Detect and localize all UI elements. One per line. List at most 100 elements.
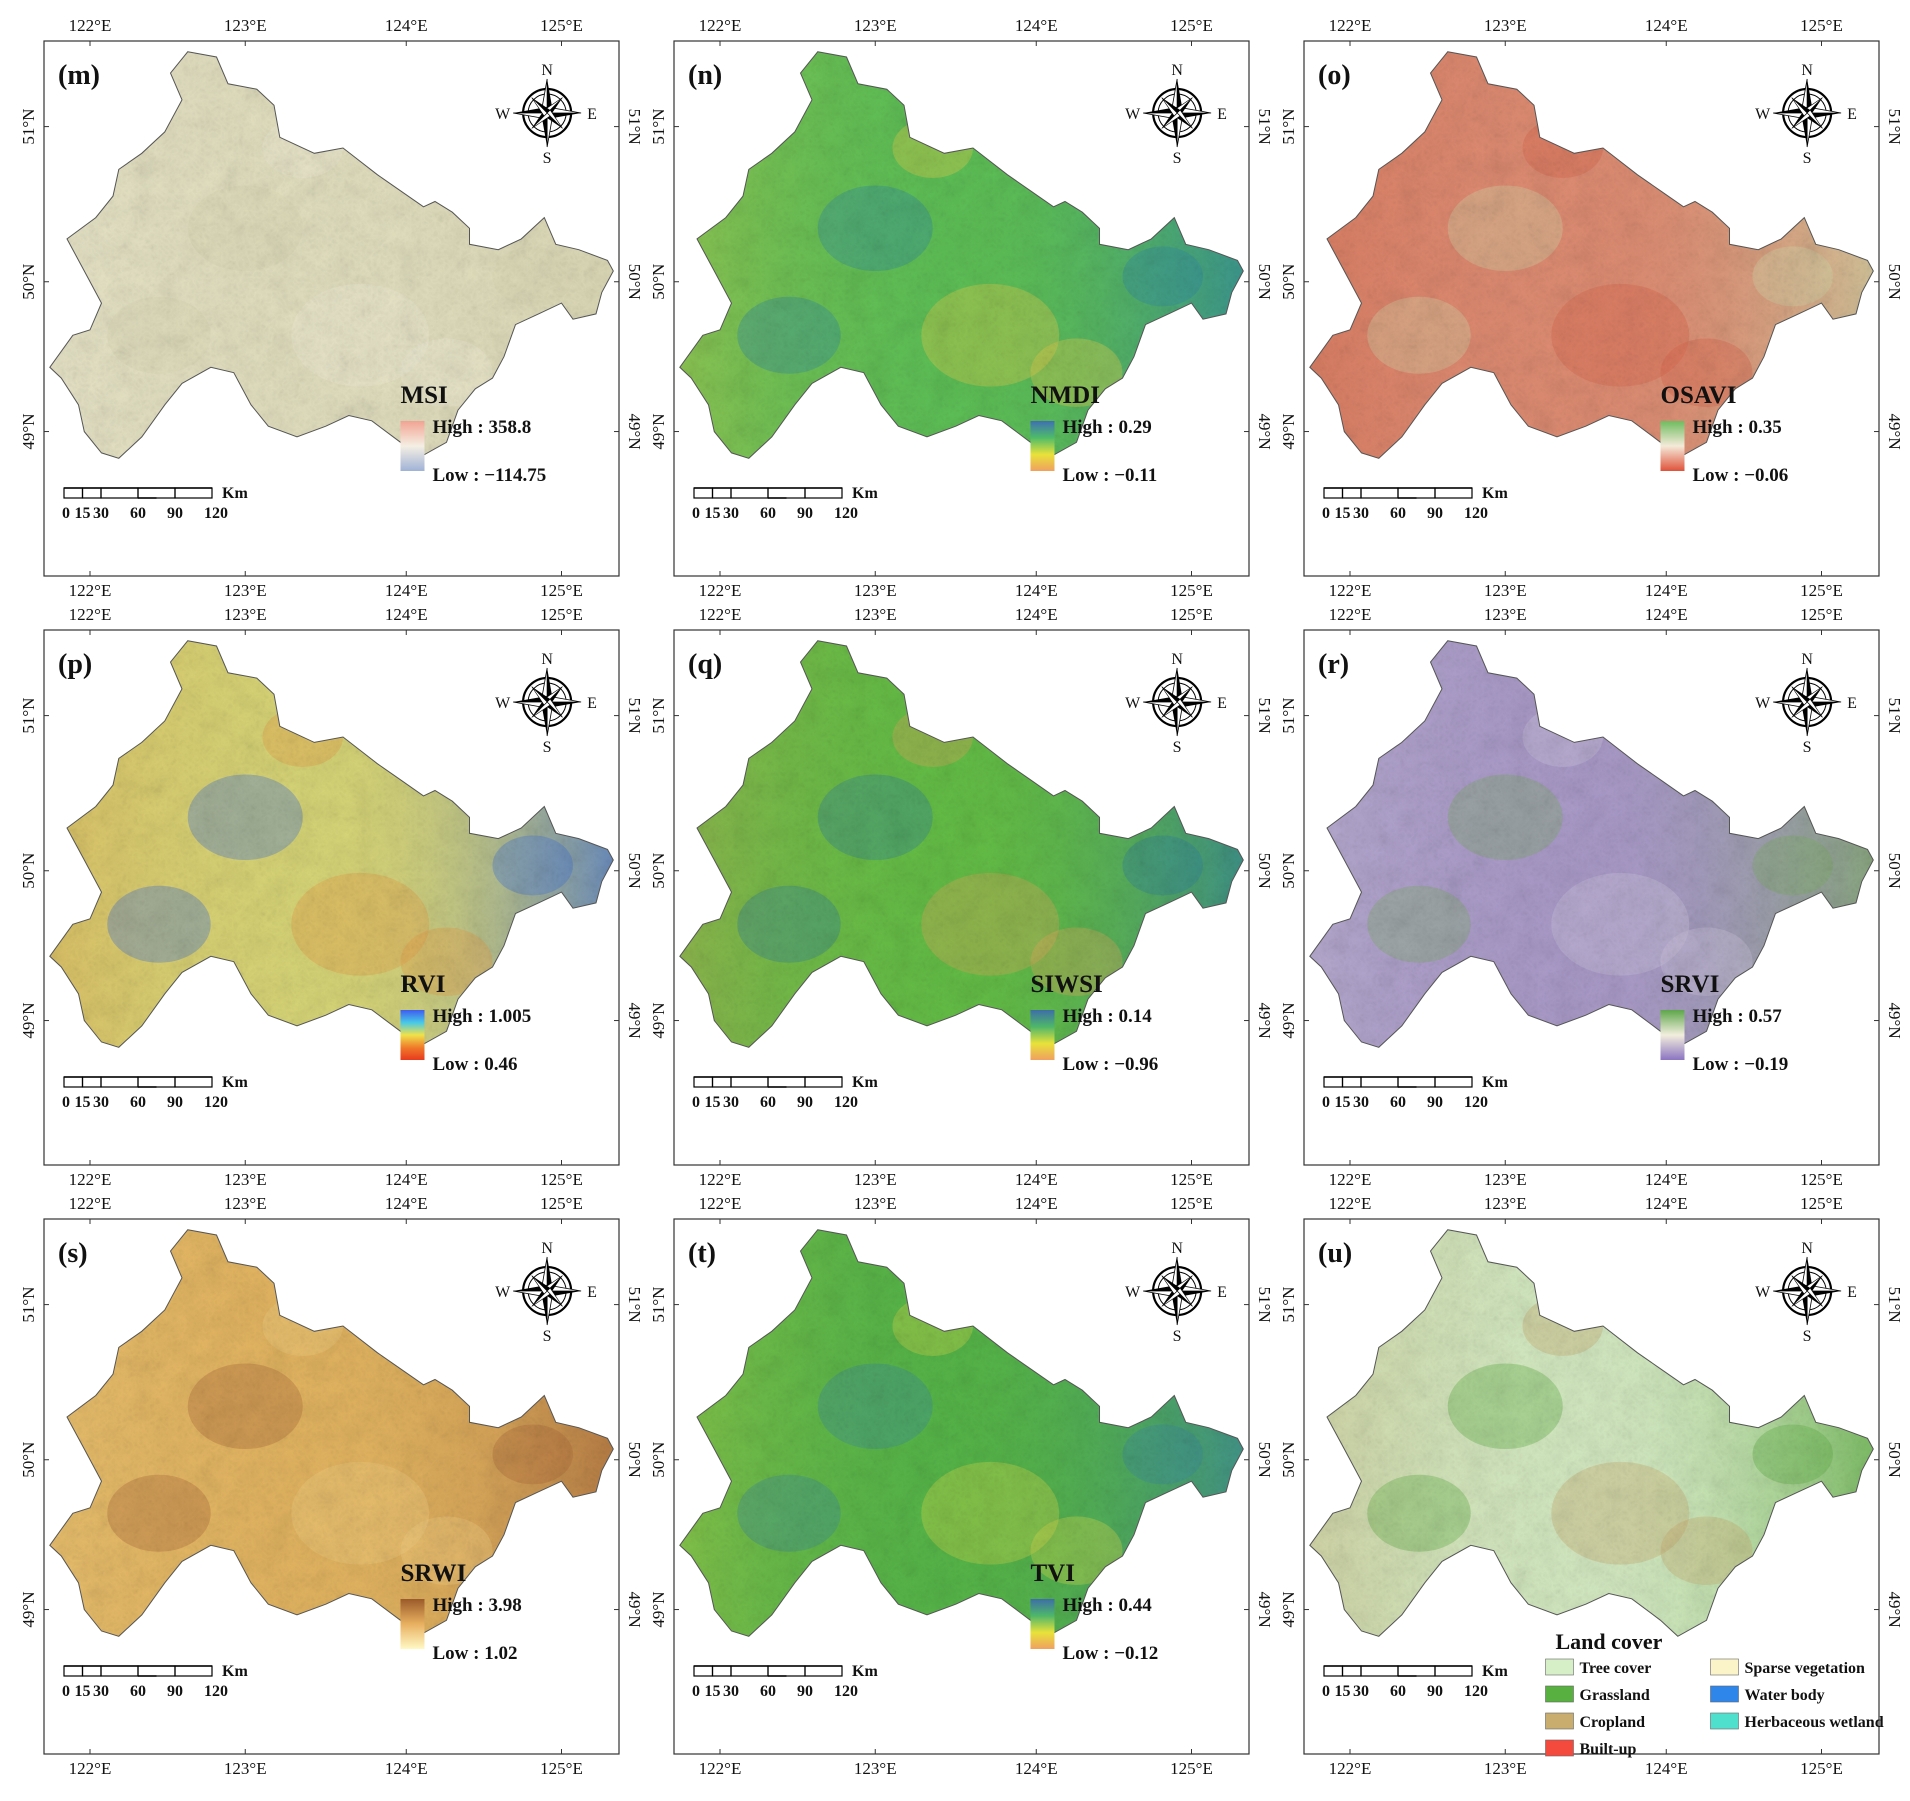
- legend-swatch: [1710, 1685, 1739, 1703]
- index-name: NMDI: [1031, 382, 1100, 409]
- lon-label-bottom: 125°E: [1800, 581, 1843, 600]
- scale-tick-label: 120: [1464, 1094, 1488, 1111]
- region-boundary: [1309, 1229, 1874, 1637]
- scale-tick-label: 60: [130, 1683, 146, 1700]
- index-legend: MSI High : 358.8 Low : −114.75: [400, 382, 546, 486]
- lat-label-right: 49°N: [1255, 1592, 1274, 1628]
- scale-bar: 0 15 30 60 90 120 Km: [692, 1074, 878, 1111]
- scale-tick-label: 15: [1335, 505, 1351, 522]
- scale-tick-label: 30: [93, 505, 109, 522]
- scale-bar: 0 15 30 60 90 120 Km: [1322, 485, 1508, 522]
- lon-label-bottom: 124°E: [1015, 581, 1058, 600]
- compass-icon: [513, 1256, 582, 1326]
- scale-tick-label: 15: [1335, 1094, 1351, 1111]
- lat-label-right: 50°N: [1255, 1442, 1274, 1478]
- lat-label-right: 50°N: [1255, 264, 1274, 300]
- legend-high: High : 1.005: [433, 1006, 532, 1027]
- compass-s: S: [543, 739, 552, 756]
- index-legend: RVI High : 1.005 Low : 0.46: [400, 971, 532, 1075]
- lat-label-right: 49°N: [1885, 414, 1904, 450]
- compass-w: W: [495, 1284, 511, 1301]
- region-boundary: [679, 51, 1244, 459]
- scale-tick-label: 30: [93, 1683, 109, 1700]
- compass-e: E: [1217, 695, 1227, 712]
- compass-s: S: [1173, 1328, 1182, 1345]
- scale-tick-label: 0: [692, 1683, 700, 1700]
- compass-s: S: [1173, 150, 1182, 167]
- legend-low: Low : −0.06: [1693, 465, 1789, 486]
- map-panel-t: (t) N S E W 0 15 30 60 90 120 Km TVI High : 0.44 Low :…: [649, 1194, 1274, 1778]
- scale-tick-label: 90: [1427, 1094, 1443, 1111]
- scale-tick-label: 30: [1353, 505, 1369, 522]
- lat-label-right: 49°N: [1885, 1003, 1904, 1039]
- panel-letter: (o): [1318, 60, 1351, 91]
- scale-tick-label: 90: [167, 505, 183, 522]
- panel-letter: (q): [688, 649, 722, 680]
- legend-low: Low : 0.46: [433, 1054, 518, 1075]
- scale-tick-label: 90: [1427, 505, 1443, 522]
- lon-label-bottom: 125°E: [1170, 1759, 1213, 1778]
- scale-tick-label: 90: [1427, 1683, 1443, 1700]
- index-legend: TVI High : 0.44 Low : −0.12: [1030, 1560, 1158, 1664]
- legend-high: High : 0.35: [1693, 417, 1782, 438]
- legend-high: High : 0.44: [1063, 1595, 1153, 1616]
- map-panel-s: (s) N S E W 0 15 30 60 90 120 Km SRWI High : 3.98 Low …: [19, 1194, 644, 1778]
- scale-tick-label: 0: [1322, 505, 1330, 522]
- lon-label-top: 125°E: [540, 605, 583, 624]
- lat-label-right: 50°N: [1885, 853, 1904, 889]
- index-name: SRWI: [401, 1560, 467, 1587]
- scale-tick-label: 60: [1390, 1683, 1406, 1700]
- region-boundary: [49, 1229, 614, 1637]
- lat-label-right: 49°N: [1255, 414, 1274, 450]
- scale-bar: 0 15 30 60 90 120 Km: [1322, 1663, 1508, 1700]
- lon-label-bottom: 122°E: [699, 1759, 742, 1778]
- compass-w: W: [495, 695, 511, 712]
- scale-tick-label: 30: [93, 1094, 109, 1111]
- scale-unit: Km: [852, 485, 878, 502]
- scale-tick-label: 120: [1464, 505, 1488, 522]
- legend-label: Sparse vegetation: [1745, 1660, 1866, 1677]
- lon-label-bottom: 124°E: [385, 581, 428, 600]
- lat-label-left: 51°N: [1279, 1287, 1298, 1323]
- region-boundary: [679, 1229, 1244, 1637]
- scale-tick-label: 0: [1322, 1094, 1330, 1111]
- compass-n: N: [1171, 1240, 1183, 1257]
- lon-label-top: 124°E: [1015, 1194, 1058, 1213]
- scale-tick-label: 90: [797, 1683, 813, 1700]
- lat-label-left: 49°N: [649, 1592, 668, 1628]
- lon-label-bottom: 123°E: [224, 1759, 267, 1778]
- lon-label-top: 125°E: [540, 1194, 583, 1213]
- legend-high: High : 0.14: [1063, 1006, 1153, 1027]
- lon-label-bottom: 125°E: [1800, 1759, 1843, 1778]
- index-legend: SRWI High : 3.98 Low : 1.02: [400, 1560, 522, 1664]
- lon-label-top: 122°E: [699, 16, 742, 35]
- scale-tick-label: 30: [1353, 1683, 1369, 1700]
- legend-swatch: [1710, 1658, 1739, 1676]
- lat-label-right: 50°N: [1885, 264, 1904, 300]
- legend-high: High : 3.98: [433, 1595, 522, 1616]
- scale-tick-label: 120: [834, 1094, 858, 1111]
- lon-label-top: 122°E: [69, 16, 112, 35]
- legend-title: Land cover: [1556, 1629, 1663, 1654]
- scale-bar: 0 15 30 60 90 120 Km: [692, 485, 878, 522]
- compass-s: S: [1803, 1328, 1812, 1345]
- scale-tick-label: 60: [130, 1094, 146, 1111]
- lon-label-top: 122°E: [69, 605, 112, 624]
- index-name: MSI: [401, 382, 448, 409]
- lon-label-bottom: 125°E: [540, 1170, 583, 1189]
- lon-label-top: 123°E: [224, 16, 267, 35]
- compass-w: W: [1125, 1284, 1141, 1301]
- compass-w: W: [495, 106, 511, 123]
- scale-unit: Km: [222, 1074, 248, 1091]
- compass-icon: [1143, 78, 1212, 148]
- lon-label-bottom: 123°E: [854, 581, 897, 600]
- legend-color-ramp: [400, 1599, 425, 1649]
- lat-label-left: 51°N: [1279, 698, 1298, 734]
- panel-letter: (u): [1318, 1238, 1352, 1269]
- map-panel-p: (p) N S E W 0 15 30 60 90 120 Km RVI High : 1.005 Low …: [19, 605, 644, 1189]
- lon-label-bottom: 125°E: [540, 1759, 583, 1778]
- lat-label-right: 50°N: [1885, 1442, 1904, 1478]
- legend-label: Herbaceous wetland: [1745, 1714, 1884, 1731]
- lat-label-right: 49°N: [1885, 1592, 1904, 1628]
- scale-tick-label: 60: [130, 505, 146, 522]
